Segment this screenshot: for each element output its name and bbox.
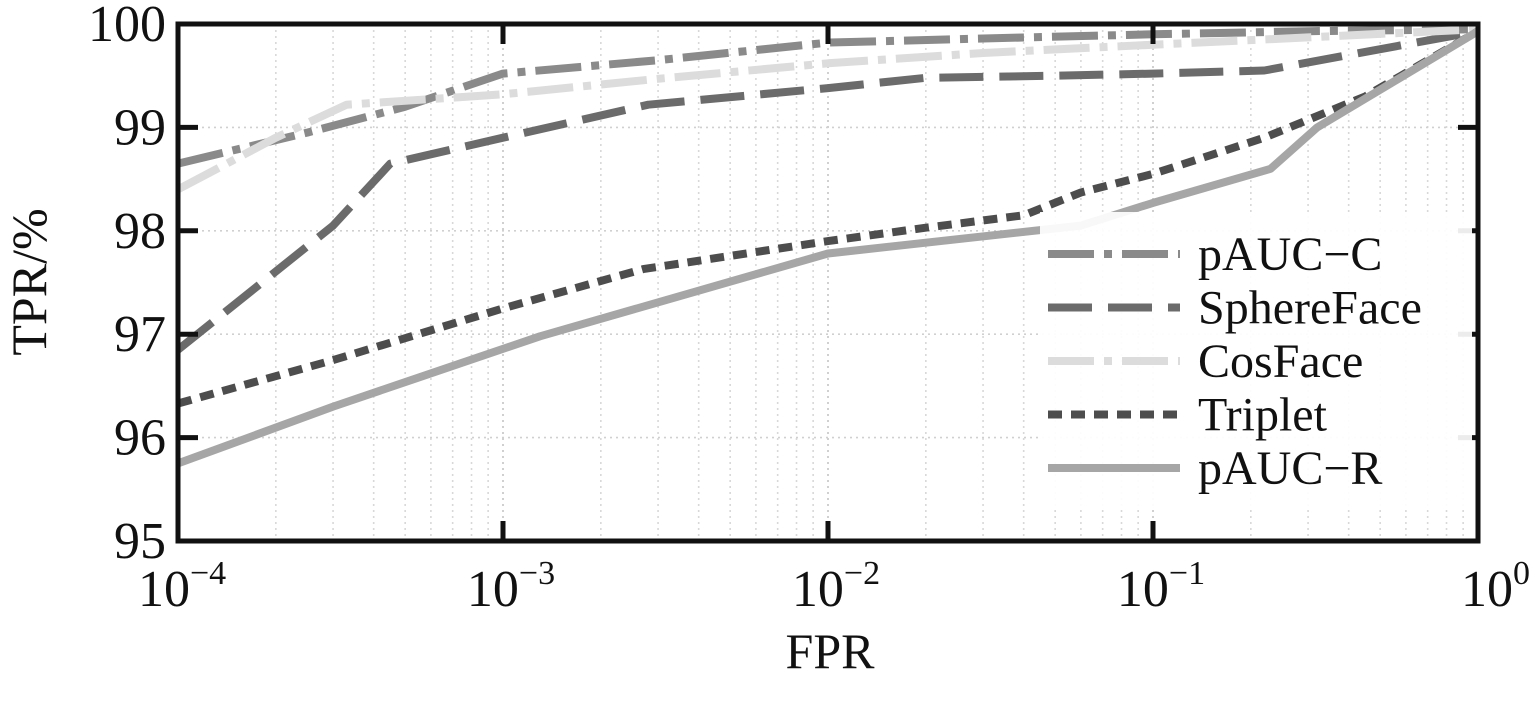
legend-label-2: CosFace xyxy=(1198,335,1363,388)
legend-label-0: pAUC−C xyxy=(1198,228,1382,281)
y-tick-label: 100 xyxy=(88,0,166,53)
y-tick-labels: 95 96 97 98 99 100 xyxy=(88,0,166,570)
legend-label-3: Triplet xyxy=(1198,389,1328,442)
series-line-2 xyxy=(176,25,1479,193)
legend-label-1: SphereFace xyxy=(1198,282,1422,335)
y-tick-label: 97 xyxy=(114,306,166,363)
legend-label-4: pAUC−R xyxy=(1198,442,1382,495)
y-tick-label: 99 xyxy=(114,99,166,156)
series-line-0 xyxy=(177,25,1479,168)
x-tick-label: 10−3 xyxy=(467,555,555,618)
y-tick-label: 96 xyxy=(114,410,166,467)
x-tick-label: 10−4 xyxy=(138,555,226,618)
series-line-3 xyxy=(176,27,1481,408)
y-tick-label: 95 xyxy=(114,513,166,570)
y-axis-label: TPR/% xyxy=(1,208,57,355)
x-axis-label: FPR xyxy=(786,623,876,679)
x-tick-label: 10−2 xyxy=(792,555,880,618)
y-tick-label: 98 xyxy=(114,203,166,260)
tick-marks xyxy=(178,24,1478,541)
x-tick-label: 100 xyxy=(1461,555,1530,618)
x-tick-labels: 10−4 10−3 10−2 10−1 100 xyxy=(138,555,1530,618)
x-tick-label: 10−1 xyxy=(1117,555,1205,618)
series-line-1 xyxy=(175,27,1479,353)
